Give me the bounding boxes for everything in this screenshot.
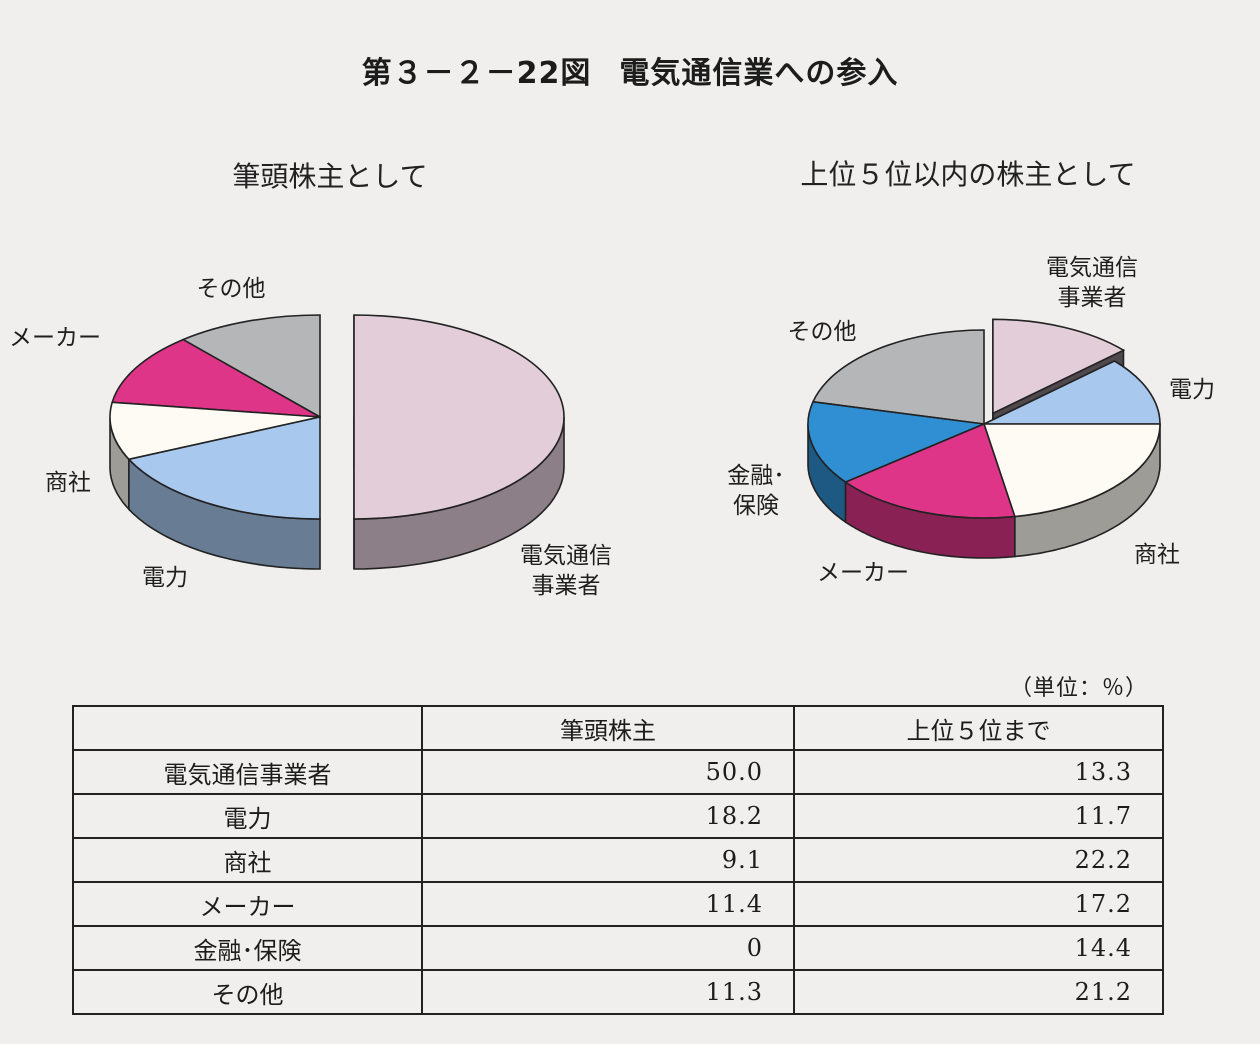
slice-label-商社: 商社 (45, 470, 91, 496)
pie-slice-商社 (982, 423, 1161, 518)
unit-note: （単位：％） (1010, 676, 1149, 701)
row-label: 商社 (72, 837, 423, 883)
pie-slice-電気通信事業者 (353, 314, 565, 520)
row-label: 金融･保険 (72, 925, 423, 971)
table-header-cell: 上位５位まで (793, 705, 1164, 751)
value-top5: 21.2 (793, 969, 1164, 1015)
row-label: その他 (72, 969, 423, 1015)
pie-slice-メーカー (843, 422, 1016, 519)
row-label: 電気通信事業者 (72, 749, 423, 795)
figure-title-text: 電気通信業への参入 (619, 56, 899, 91)
value-top5: 11.7 (793, 793, 1164, 839)
table-row: 商社 9.1 22.2 (72, 837, 1164, 883)
pie-slice-メーカー (111, 338, 321, 418)
chart-subtitle-top5-shareholder: 上位５位以内の株主として (800, 158, 1135, 191)
pie-slice-その他 (811, 329, 985, 425)
pie-slice-その他 (181, 314, 321, 419)
value-top-shareholder: 11.3 (421, 969, 795, 1015)
row-label: 電力 (72, 793, 423, 839)
value-top-shareholder: 0 (421, 925, 795, 971)
pie-slice-電気通信事業者 (992, 318, 1126, 415)
pie-slice-電力 (127, 416, 321, 520)
slice-label-電力: 電力 (1169, 377, 1215, 403)
pie-slice-金融･保険 (807, 400, 988, 484)
table-row: 電力 18.2 11.7 (72, 793, 1164, 839)
slice-label-電気通信事業者: 電気通信事業者 (520, 543, 612, 599)
data-table: 筆頭株主 上位５位まで 電気通信事業者 50.0 13.3 電力 18.2 11… (72, 705, 1164, 1015)
figure-title: 第３－２－22図 電気通信業への参入 (0, 48, 1260, 92)
value-top5: 17.2 (793, 881, 1164, 927)
slice-label-電気通信事業者: 電気通信事業者 (1046, 255, 1138, 311)
value-top5: 13.3 (793, 749, 1164, 795)
table-row: メーカー 11.4 17.2 (72, 881, 1164, 927)
table-row: 金融･保険 0 14.4 (72, 925, 1164, 971)
slice-label-金融･保険: 金融･保険 (727, 463, 785, 519)
pie-slice-電力 (983, 360, 1161, 425)
table-row: 電気通信事業者 50.0 13.3 (72, 749, 1164, 795)
table-row: その他 11.3 21.2 (72, 969, 1164, 1015)
row-label: メーカー (72, 881, 423, 927)
value-top5: 14.4 (793, 925, 1164, 971)
value-top-shareholder: 18.2 (421, 793, 795, 839)
figure-number: 第３－２－22図 (361, 56, 592, 91)
chart-subtitle-top-shareholder: 筆頭株主として (232, 160, 427, 193)
table-header-row: 筆頭株主 上位５位まで (72, 705, 1164, 751)
value-top-shareholder: 9.1 (421, 837, 795, 883)
slice-label-メーカー: メーカー (817, 560, 909, 586)
pie-chart-top-shareholder: 筆頭株主として 電気通信事業者 電力 商社 メーカー その他 (9, 160, 612, 599)
table-header-cell (72, 705, 423, 751)
slice-label-商社: 商社 (1134, 542, 1180, 568)
slice-label-その他: その他 (197, 276, 266, 302)
pie-slice-商社 (109, 401, 321, 461)
slice-label-メーカー: メーカー (9, 325, 101, 351)
slice-label-その他: その他 (788, 319, 857, 345)
table-header-cell: 筆頭株主 (421, 705, 795, 751)
value-top5: 22.2 (793, 837, 1164, 883)
value-top-shareholder: 50.0 (421, 749, 795, 795)
slice-label-電力: 電力 (142, 565, 188, 591)
value-top-shareholder: 11.4 (421, 881, 795, 927)
